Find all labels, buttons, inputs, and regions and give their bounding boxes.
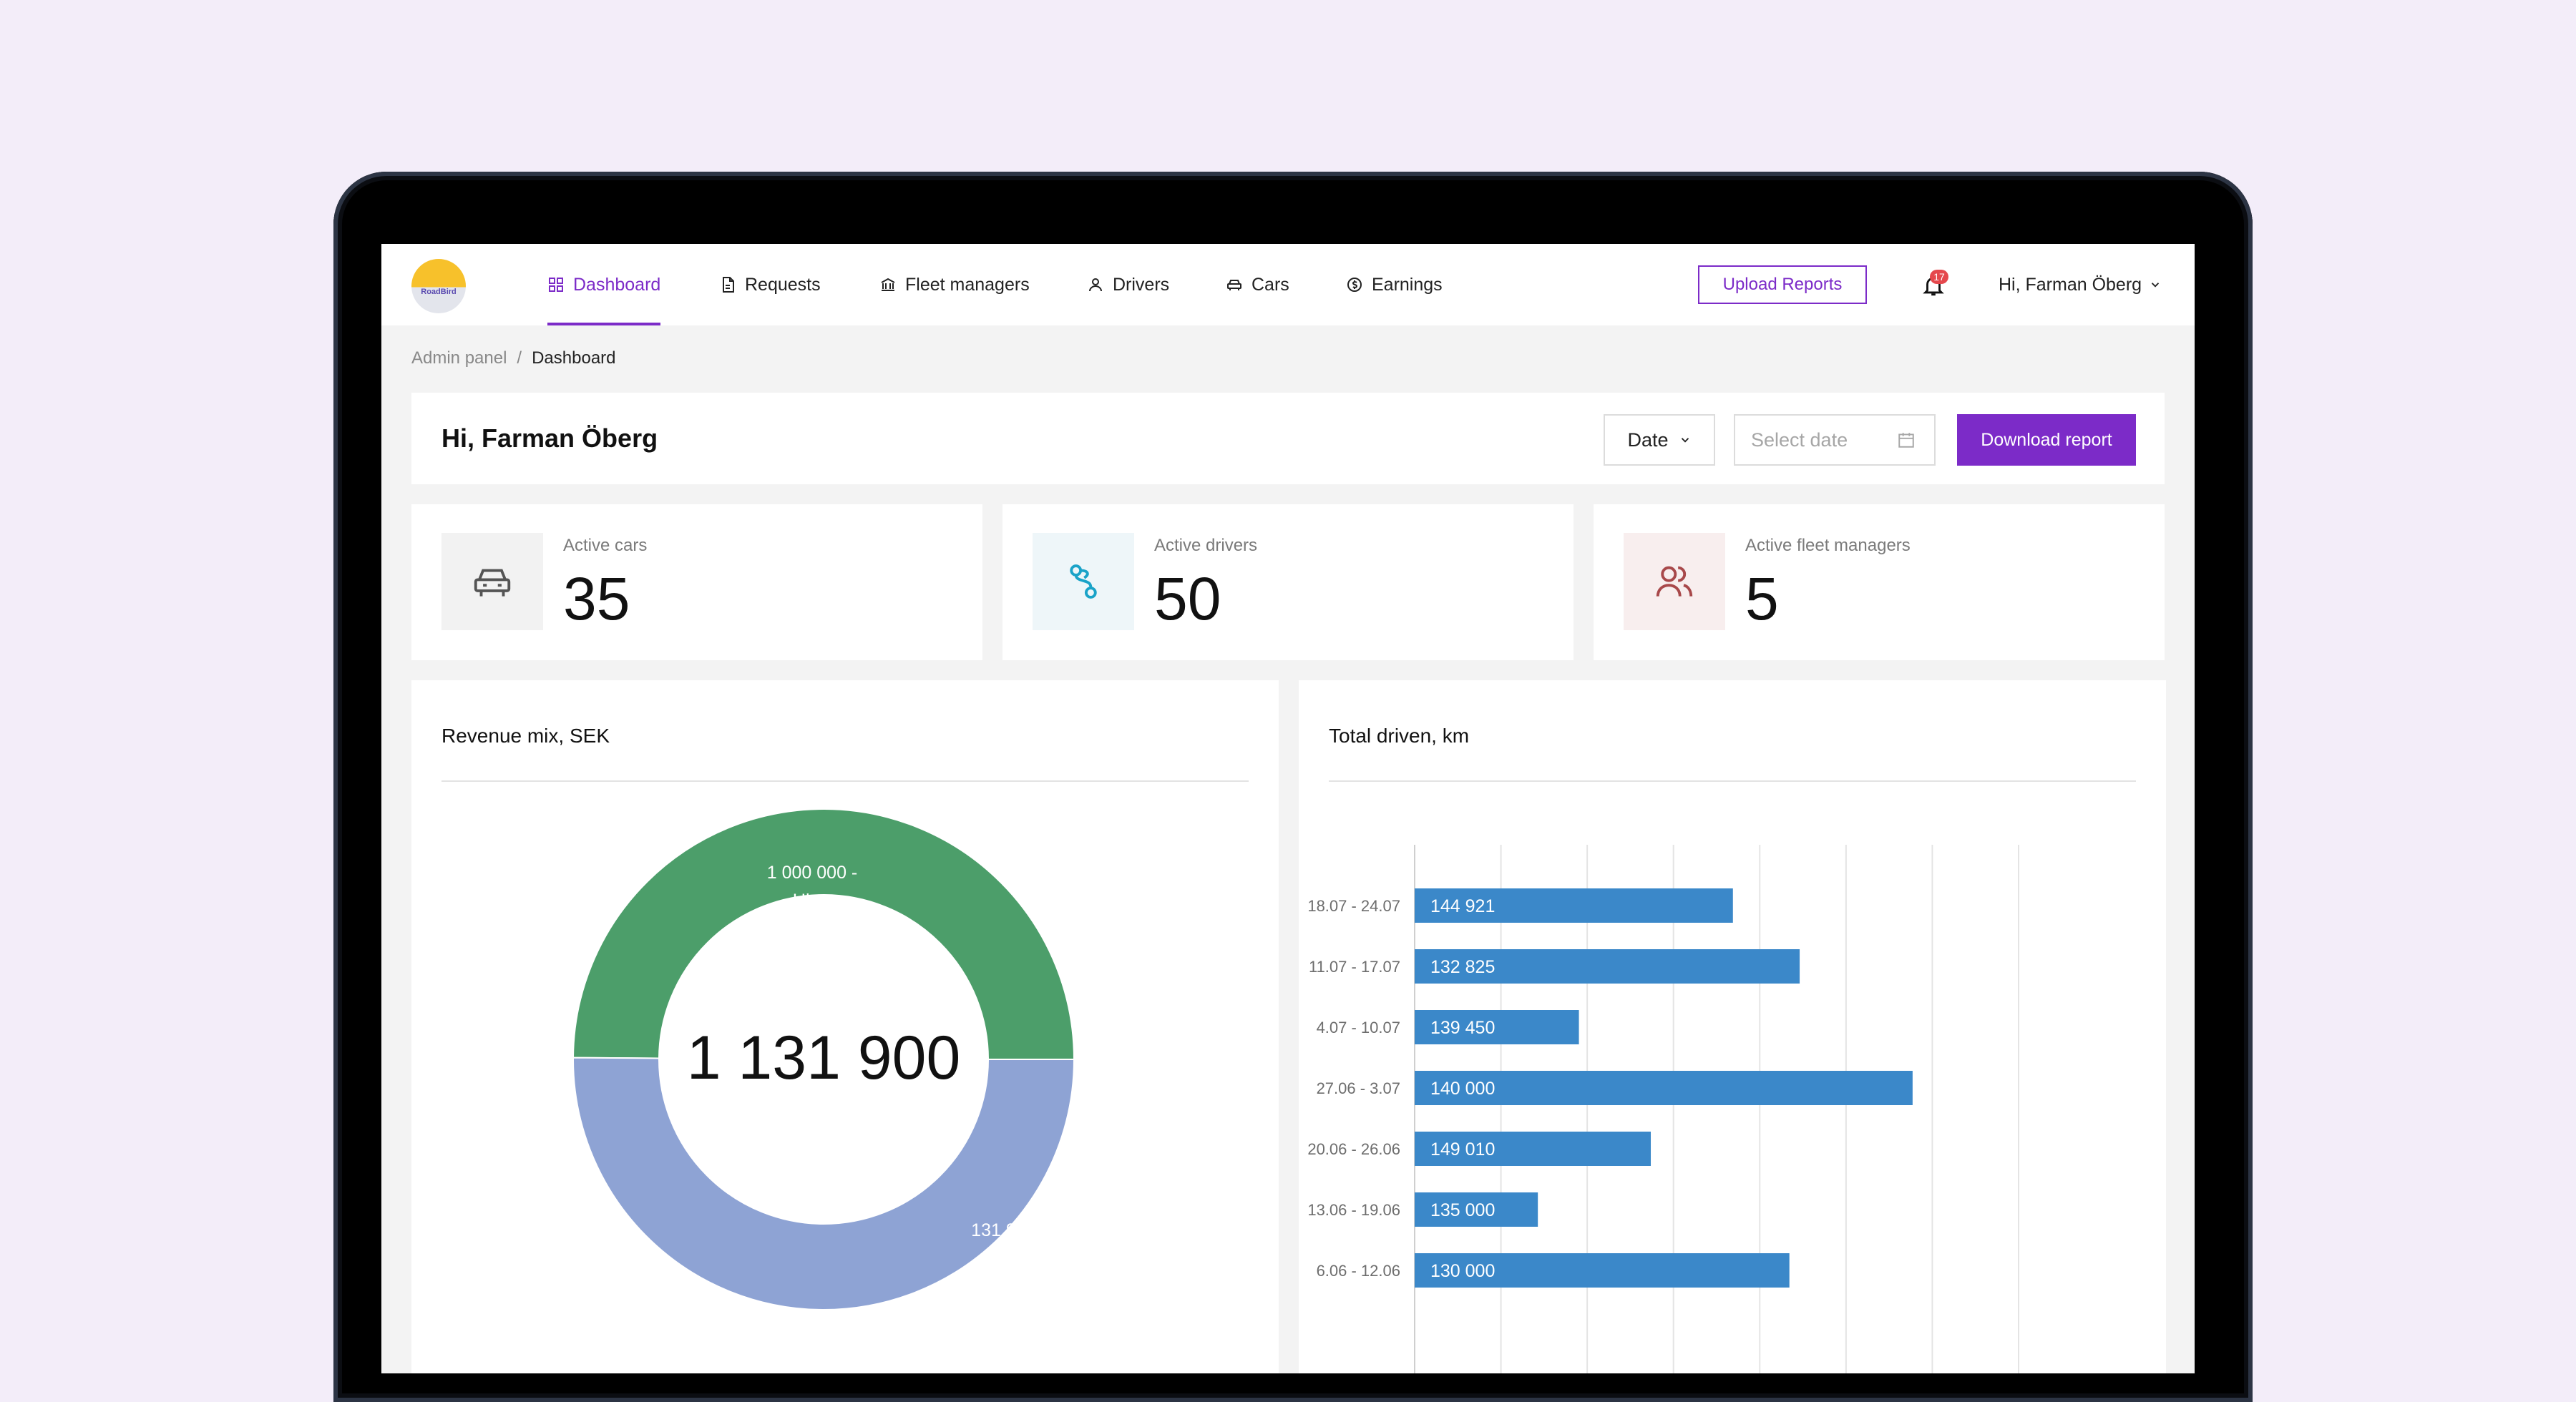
user-icon <box>1089 278 1102 292</box>
donut-slice-uber[interactable] <box>572 808 1075 1060</box>
divider <box>1329 780 2136 782</box>
stat-label: Active fleet managers <box>1745 536 1911 555</box>
user-menu[interactable]: Hi, Farman Öberg <box>1999 244 2162 325</box>
total-driven-bar-chart: 18.07 - 24.07 144 921 11.07 - 17.07 132 825… <box>1307 845 2019 1373</box>
nav-item-label: Requests <box>745 274 821 295</box>
app-screen: RoadBird Dashboard Requests Fleet manage… <box>381 244 2195 1373</box>
stat-value: 5 <box>1745 565 1779 632</box>
stat-card-active-fleet-managers: Active fleet managers 5 <box>1594 504 2165 660</box>
user-greeting: Hi, Farman Öberg <box>1999 274 2142 295</box>
stat-label: Active drivers <box>1154 536 1258 555</box>
stat-label: Active cars <box>563 536 648 555</box>
stat-value: 35 <box>563 565 630 632</box>
bar[interactable] <box>1415 1010 1579 1044</box>
breadcrumb-separator: / <box>517 348 522 368</box>
divider <box>441 780 1249 782</box>
nav-item-cars[interactable]: Cars <box>1226 244 1289 325</box>
bar[interactable] <box>1415 888 1733 923</box>
upload-reports-button[interactable]: Upload Reports <box>1698 265 1867 304</box>
logo-text: RoadBird <box>421 288 457 296</box>
stat-card-active-drivers: Active drivers 50 <box>1002 504 1574 660</box>
greeting-card: Hi, Farman Öberg Date Select date Downlo… <box>411 393 2165 484</box>
users-icon <box>1656 566 1693 597</box>
nav-item-label: Dashboard <box>573 274 661 295</box>
car-icon <box>1227 280 1241 290</box>
bank-icon <box>881 278 895 291</box>
nav-item-dashboard[interactable]: Dashboard <box>547 244 661 325</box>
bar-value-label: 130 000 <box>1430 1261 1495 1281</box>
revenue-mix-card: Revenue mix, SEK 1 000 000 - Uber 131 90… <box>411 680 1279 1373</box>
download-report-button[interactable]: Download report <box>1957 414 2136 466</box>
breadcrumb-current: Dashboard <box>532 348 616 368</box>
date-select-value: Date <box>1627 428 1669 451</box>
notification-badge: 17 <box>1930 270 1948 284</box>
nav-item-label: Drivers <box>1113 274 1170 295</box>
chevron-down-icon <box>2151 283 2160 288</box>
bar-category-label: 20.06 - 26.06 <box>1307 1140 1400 1158</box>
chart-title: Total driven, km <box>1329 725 1470 747</box>
date-picker-placeholder: Select date <box>1751 428 1848 451</box>
breadcrumb-root[interactable]: Admin panel <box>411 348 507 368</box>
nav-item-label: Cars <box>1252 274 1289 295</box>
bar-category-label: 27.06 - 3.07 <box>1317 1079 1400 1097</box>
date-type-select[interactable]: Date <box>1604 414 1715 466</box>
bar[interactable] <box>1415 1192 1538 1227</box>
total-driven-card: Total driven, km 18.07 - 24.07 144 921 11.… <box>1299 680 2166 1373</box>
donut-label-bolt-name: Bolt <box>993 1248 1024 1268</box>
nav-item-label: Fleet managers <box>905 274 1030 295</box>
nav-item-earnings[interactable]: Earnings <box>1346 244 1443 325</box>
date-picker-input[interactable]: Select date <box>1734 414 1936 466</box>
nav-item-requests[interactable]: Requests <box>719 244 821 325</box>
bar[interactable] <box>1415 1071 1913 1105</box>
nav-item-label: Earnings <box>1372 274 1443 295</box>
stat-icon-box <box>441 533 543 630</box>
revenue-donut-chart: 1 000 000 - Uber 131 900 - Bolt 1 131 90… <box>572 808 1075 1310</box>
donut-label-uber-name: Uber <box>793 891 831 911</box>
bar-value-label: 135 000 <box>1430 1200 1495 1220</box>
chart-title: Revenue mix, SEK <box>441 725 610 747</box>
bar[interactable] <box>1415 1253 1790 1288</box>
stat-value: 50 <box>1154 565 1221 632</box>
bar[interactable] <box>1415 949 1800 984</box>
donut-slice-bolt[interactable] <box>572 1057 1075 1310</box>
top-navbar: RoadBird Dashboard Requests Fleet manage… <box>381 244 2195 325</box>
nav-item-fleet-managers[interactable]: Fleet managers <box>879 244 1030 325</box>
stat-icon-box <box>1624 533 1725 630</box>
donut-label-uber: 1 000 000 - <box>767 863 858 883</box>
calendar-icon <box>1898 433 1914 448</box>
bar-category-label: 18.07 - 24.07 <box>1307 897 1400 915</box>
bar-category-label: 6.06 - 12.06 <box>1317 1262 1400 1280</box>
bar-value-label: 139 450 <box>1430 1018 1495 1038</box>
bar-value-label: 132 825 <box>1430 957 1495 977</box>
dollar-coin-icon <box>1347 278 1362 292</box>
bar-value-label: 149 010 <box>1430 1139 1495 1160</box>
bar-category-label: 11.07 - 17.07 <box>1309 958 1400 976</box>
document-icon <box>723 277 734 293</box>
bar-value-label: 140 000 <box>1430 1079 1495 1099</box>
stat-icon-box <box>1033 533 1134 630</box>
donut-total-value: 1 131 900 <box>687 1024 961 1092</box>
bar-category-label: 13.06 - 19.06 <box>1307 1201 1400 1219</box>
stat-card-active-cars: Active cars 35 <box>411 504 982 660</box>
bar[interactable] <box>1415 1132 1652 1166</box>
chevron-down-icon <box>1681 438 1689 443</box>
page-title: Hi, Farman Öberg <box>441 423 658 453</box>
grid-icon <box>549 278 563 292</box>
bar-category-label: 4.07 - 10.07 <box>1317 1019 1400 1036</box>
nav-item-drivers[interactable]: Drivers <box>1087 244 1169 325</box>
route-icon <box>1070 564 1097 599</box>
breadcrumb: Admin panel / Dashboard <box>411 348 616 368</box>
car-icon <box>474 569 511 597</box>
roadbird-logo[interactable]: RoadBird <box>411 259 466 313</box>
donut-label-bolt: 131 900 - <box>971 1220 1047 1240</box>
bar-value-label: 144 921 <box>1430 896 1495 916</box>
